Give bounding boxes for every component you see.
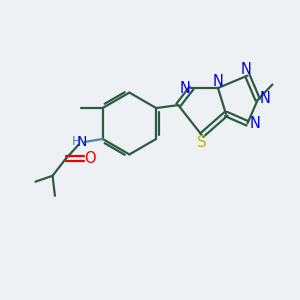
Text: N: N [241, 62, 251, 77]
Text: O: O [84, 151, 96, 166]
Text: N: N [76, 135, 87, 149]
Text: N: N [260, 91, 271, 106]
Text: H: H [72, 135, 81, 148]
Text: N: N [249, 116, 260, 131]
Text: N: N [180, 80, 190, 95]
Text: N: N [213, 74, 224, 89]
Text: S: S [197, 135, 207, 150]
